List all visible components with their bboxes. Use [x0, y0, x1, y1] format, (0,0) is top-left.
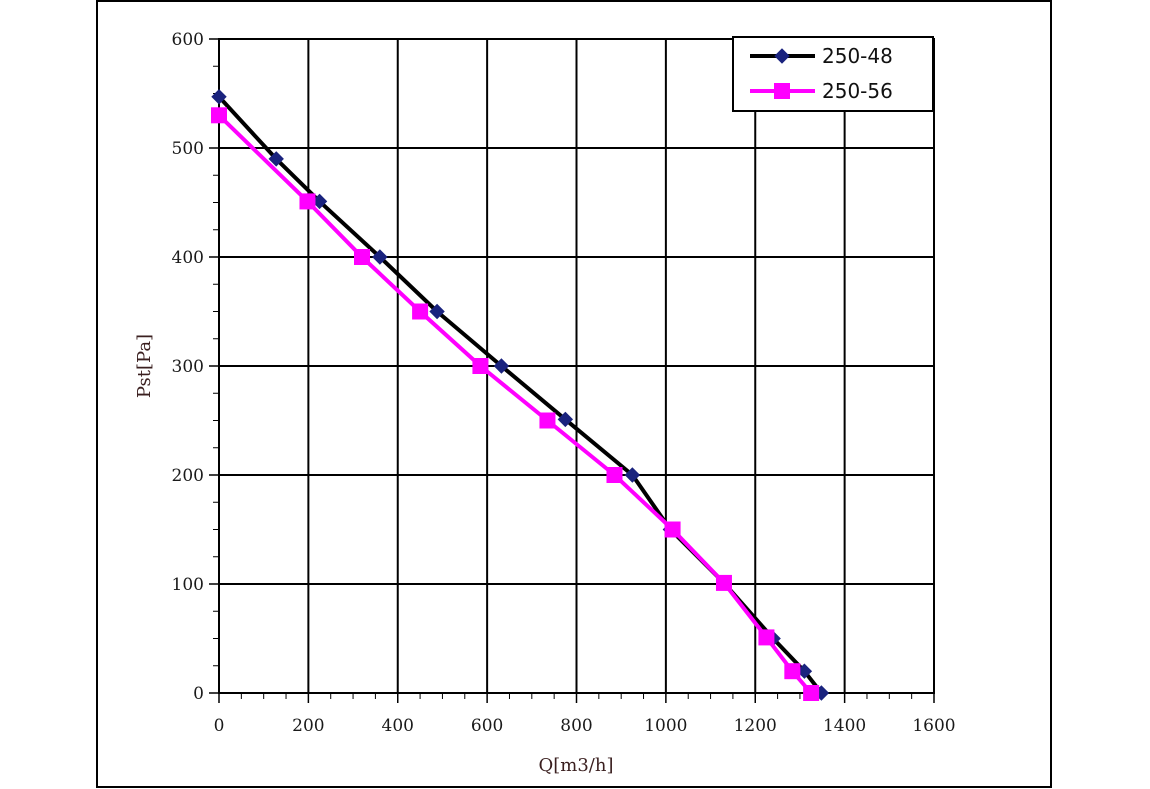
chart-frame — [96, 0, 1052, 788]
legend-entry-250-48: 250-48 — [750, 44, 893, 68]
data-point-250-56 — [472, 358, 489, 374]
data-point-250-56 — [606, 467, 623, 483]
y-tick-label: 400 — [172, 248, 204, 268]
x-tick-label: 1200 — [734, 716, 777, 736]
x-tick-label: 200 — [292, 716, 324, 736]
ticks-layer: 0 200 400 600 800 1000 1200 1400 1600 0 100 200 300 4… — [172, 30, 956, 736]
data-point-250-48 — [493, 358, 510, 374]
x-tick-label: 1000 — [644, 716, 687, 736]
data-point-250-56 — [354, 249, 370, 265]
x-tick-label: 400 — [382, 716, 414, 736]
y-tick-label: 600 — [172, 30, 204, 50]
data-point-250-56 — [299, 193, 316, 210]
data-point-250-48 — [268, 151, 284, 167]
y-axis-title: Pst[Pa] — [134, 334, 155, 398]
legend: 250-48 250-56 — [732, 36, 934, 112]
data-point-250-56 — [784, 663, 801, 680]
data-point-250-48 — [624, 467, 641, 483]
y-tick-label: 0 — [193, 684, 204, 704]
x-axis-title: Q[m3/h] — [539, 755, 614, 776]
grid-layer — [219, 39, 934, 693]
legend-entries: 250-48 250-56 — [750, 44, 893, 103]
data-point-250-56 — [664, 521, 681, 538]
data-point-250-56 — [539, 412, 556, 429]
legend-marker-250-48 — [774, 48, 790, 64]
data-point-250-48 — [557, 411, 574, 428]
legend-marker-250-56 — [774, 83, 790, 99]
data-point-250-48 — [429, 303, 445, 320]
y-tick-label: 300 — [172, 357, 204, 377]
data-point-250-56 — [803, 685, 820, 701]
y-tick-label: 500 — [172, 139, 204, 159]
data-point-250-48 — [372, 249, 388, 265]
y-tick-label: 100 — [172, 575, 204, 595]
data-point-250-56 — [412, 303, 429, 320]
series-250-56 — [211, 107, 820, 701]
data-point-250-56 — [211, 107, 227, 124]
data-point-250-56 — [715, 574, 732, 591]
x-tick-label: 1600 — [912, 716, 955, 736]
legend-box — [732, 36, 934, 112]
legend-entry-250-56: 250-56 — [750, 79, 893, 103]
legend-label-250-56: 250-56 — [822, 79, 893, 103]
y-tick-label: 200 — [172, 466, 204, 486]
series-layer — [211, 89, 830, 701]
legend-label-250-48: 250-48 — [822, 44, 893, 68]
x-tick-label: 1400 — [823, 716, 866, 736]
x-tick-label: 0 — [214, 716, 225, 736]
data-point-250-48 — [211, 89, 227, 105]
x-tick-label: 600 — [471, 716, 503, 736]
x-tick-label: 800 — [560, 716, 592, 736]
data-point-250-56 — [758, 629, 775, 646]
